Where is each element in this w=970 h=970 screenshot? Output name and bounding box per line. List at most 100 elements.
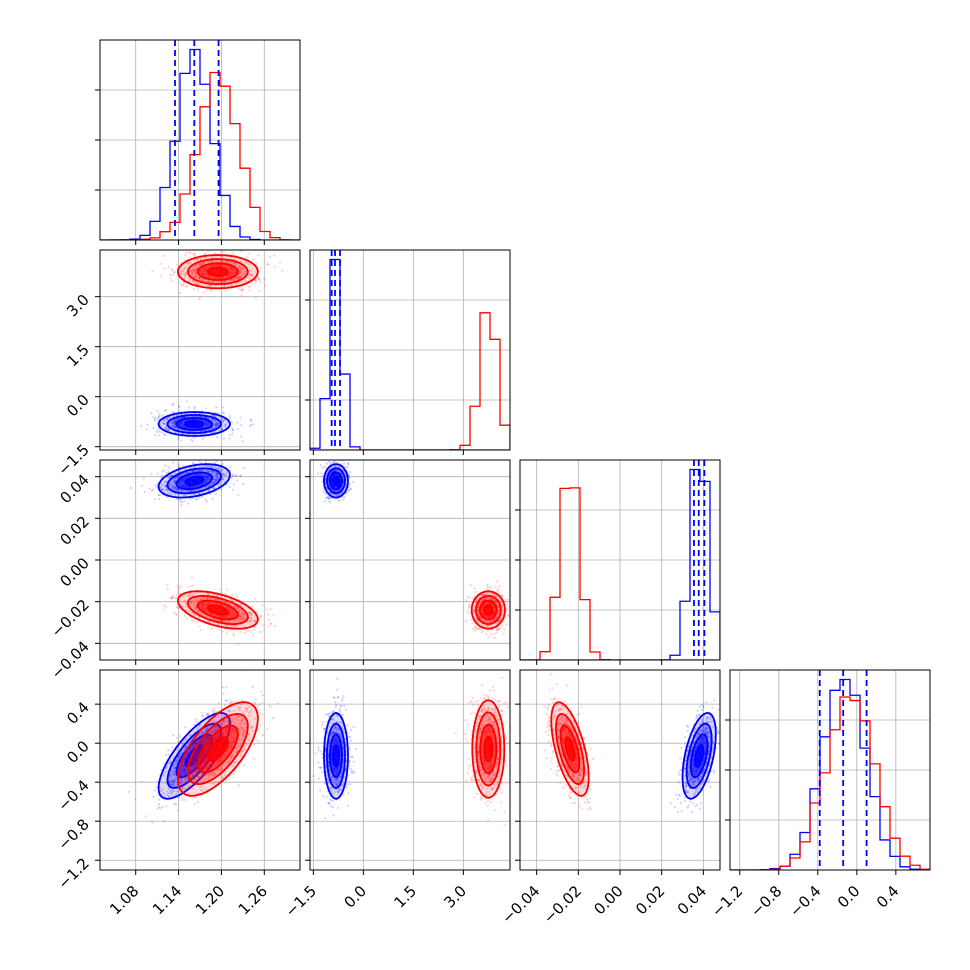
sample-point [475, 628, 478, 631]
sample-point [346, 462, 350, 465]
sample-point [222, 714, 226, 717]
sample-point [171, 474, 174, 477]
sample-point [238, 609, 241, 613]
sample-point [165, 754, 168, 757]
sample-point [336, 461, 339, 464]
sample-point [184, 779, 187, 782]
sample-point [273, 254, 276, 257]
sample-point [239, 614, 242, 617]
sample-point [253, 619, 256, 622]
sample-point [239, 616, 243, 619]
sample-point [207, 485, 210, 488]
sample-point [245, 256, 248, 259]
sample-point [191, 497, 194, 500]
sample-point [338, 489, 341, 492]
sample-point [335, 490, 338, 493]
sample-point [216, 479, 219, 482]
sample-point [185, 605, 188, 608]
sample-point [489, 593, 492, 596]
sample-point [184, 265, 187, 268]
sample-point [223, 418, 226, 421]
sample-point [260, 614, 263, 618]
sample-point [172, 423, 175, 426]
panel-content [100, 250, 300, 450]
sample-point [163, 422, 166, 425]
sample-point [168, 780, 171, 783]
sample-point [165, 765, 168, 768]
sample-point [193, 433, 196, 436]
sample-point [178, 405, 181, 408]
sample-point [337, 494, 340, 497]
sample-point [237, 276, 240, 279]
sample-point [254, 625, 257, 629]
sample-point [493, 618, 496, 621]
sample-point [174, 760, 178, 763]
sample-point [494, 599, 497, 603]
sample-point [201, 438, 204, 441]
sample-point [177, 436, 180, 439]
sample-point [187, 262, 190, 265]
sample-point [260, 267, 263, 270]
sample-point [214, 492, 218, 496]
sample-point [216, 594, 219, 597]
sample-point [156, 807, 159, 810]
sample-point [155, 786, 158, 789]
sample-point [198, 775, 201, 779]
sample-point [232, 634, 236, 637]
sample-point [171, 411, 174, 414]
sample-point [250, 619, 253, 622]
sample-point [197, 276, 200, 279]
sample-point [195, 258, 199, 261]
sample-point [329, 492, 332, 495]
sample-point [196, 288, 199, 291]
sample-point [272, 614, 275, 617]
sample-point [321, 474, 324, 478]
sample-point [232, 619, 235, 622]
sample-point [214, 420, 217, 423]
sample-point [201, 731, 204, 734]
sample-point [212, 481, 215, 484]
sample-point [176, 790, 179, 793]
sample-point [198, 276, 201, 280]
sample-point [198, 276, 201, 279]
sample-point [207, 260, 210, 263]
sample-point [242, 466, 245, 469]
sample-point [251, 282, 254, 285]
sample-point [476, 606, 479, 609]
sample-point [189, 497, 192, 500]
sample-point [208, 470, 211, 473]
sample-point [487, 597, 490, 601]
sample-point [171, 771, 174, 774]
sample-point [181, 473, 184, 476]
sample-point [165, 488, 168, 492]
sample-point [504, 623, 507, 626]
sample-point [341, 496, 344, 499]
sample-point [172, 425, 175, 428]
sample-point [197, 469, 201, 473]
sample-point [267, 613, 270, 616]
sample-point [237, 608, 240, 611]
sample-point [474, 600, 477, 603]
sample-point [338, 466, 341, 469]
sample-point [191, 599, 194, 602]
sample-point [333, 469, 336, 472]
sample-point [204, 256, 207, 259]
sample-point [183, 266, 186, 270]
sample-point [241, 614, 244, 617]
sample-point [173, 421, 176, 425]
y-tick-label: −1.5 [54, 441, 92, 479]
sample-point [500, 594, 504, 597]
sample-point [475, 590, 478, 593]
sample-point [476, 609, 479, 613]
sample-point [492, 619, 495, 622]
sample-point [167, 265, 170, 268]
sample-point [188, 792, 191, 795]
y-tick-label: 0.02 [56, 512, 92, 548]
sample-point [140, 424, 143, 428]
sample-point [183, 416, 186, 419]
sample-point [338, 455, 340, 457]
sample-point [195, 720, 198, 723]
sample-point [477, 627, 480, 630]
sample-point [221, 478, 224, 481]
sample-point [211, 418, 214, 421]
